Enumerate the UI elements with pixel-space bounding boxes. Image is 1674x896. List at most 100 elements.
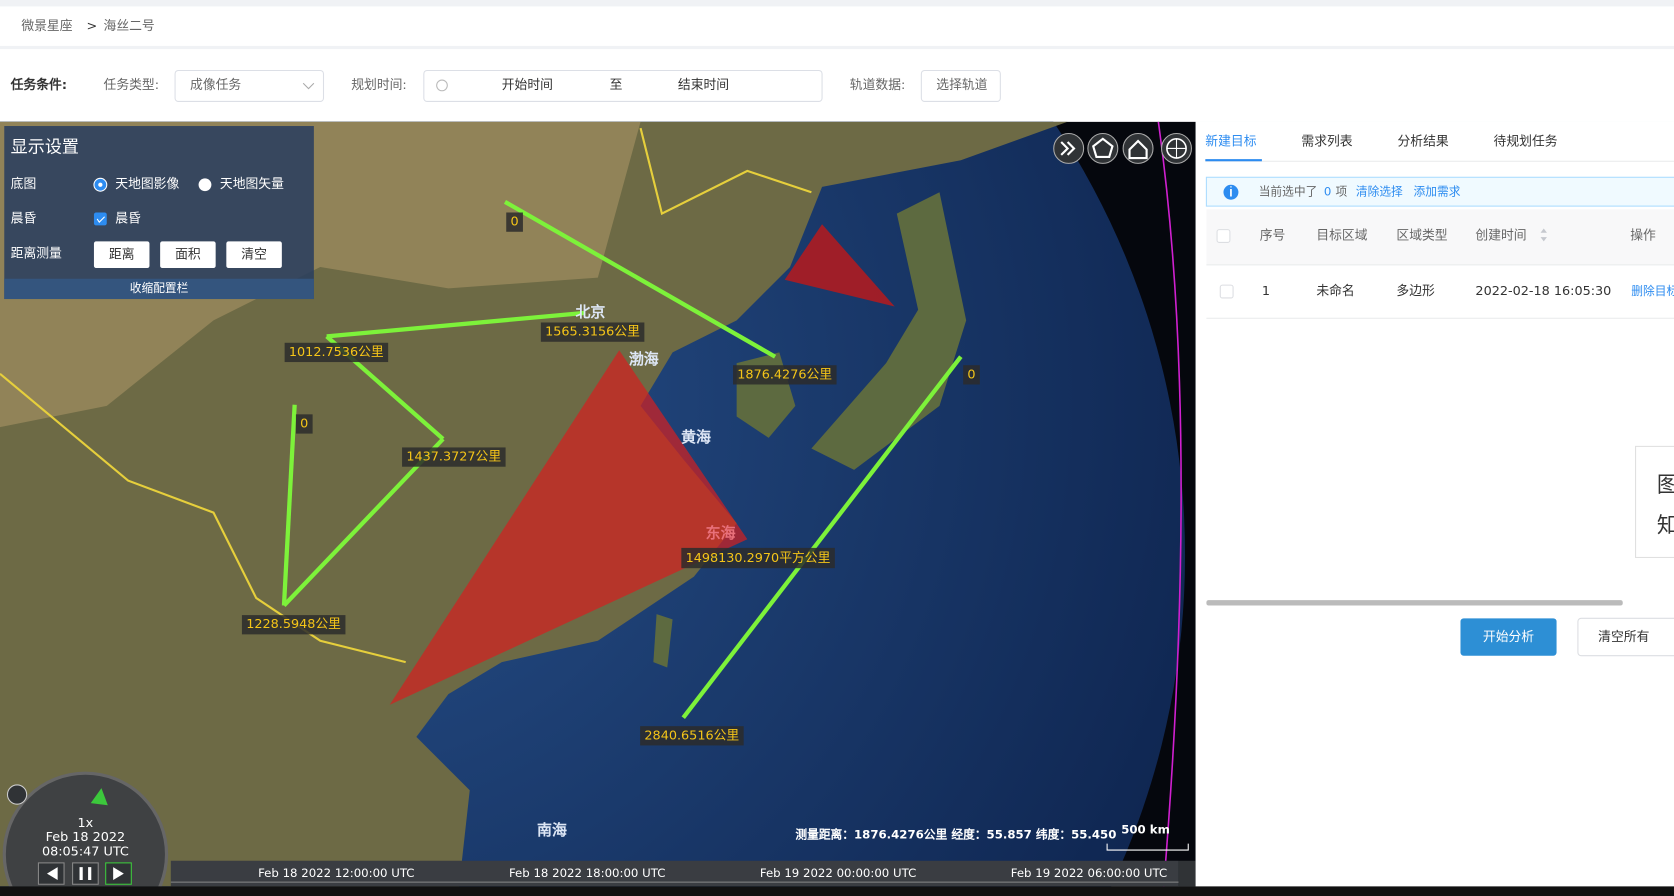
field-label: 任务类型: — [104, 77, 159, 93]
place-name: 黄海 — [681, 428, 711, 446]
checkbox[interactable] — [1216, 229, 1231, 243]
tab[interactable]: 待规划任务 — [1494, 134, 1558, 150]
info-text: 项 — [1336, 185, 1348, 199]
checkbox[interactable] — [1219, 284, 1234, 299]
button[interactable] — [93, 241, 150, 269]
breadcrumb-bar — [0, 6, 1674, 46]
border — [0, 372, 406, 664]
fullscreen-button[interactable] — [1178, 860, 1196, 887]
measure-line — [326, 310, 586, 339]
cell-clip: 删除目标 — [1631, 284, 1674, 298]
info-bar — [1205, 176, 1674, 207]
orbit-line — [1157, 121, 1182, 887]
placeholder: 结束时间 — [678, 78, 729, 93]
range-separator: 至 — [610, 78, 623, 93]
field-label: 规划时间: — [351, 78, 406, 93]
tab[interactable]: 需求列表 — [1301, 135, 1352, 150]
column-header: 序号 — [1260, 229, 1286, 244]
info-count: 0 — [1324, 185, 1331, 199]
button[interactable] — [160, 241, 216, 269]
icon — [1166, 138, 1187, 159]
label-background — [295, 414, 313, 434]
cell: 多边形 — [1396, 284, 1435, 299]
measure-label: 1876.4276公里 — [737, 367, 832, 382]
place-name: 北京 — [575, 303, 605, 321]
button-label: 选择轨道 — [936, 78, 987, 93]
label-background — [241, 615, 346, 635]
setting-label: 晨昏 — [11, 211, 37, 226]
tab-indicator — [1205, 159, 1262, 162]
scale-bar — [1106, 843, 1189, 851]
clock-time: 08:05:47 UTC — [42, 845, 129, 860]
icon — [79, 867, 92, 880]
measure-label: 1228.5948公里 — [246, 617, 341, 632]
panel-title: 显示设置 — [11, 137, 79, 157]
collapse-bar[interactable] — [4, 278, 314, 300]
select[interactable] — [174, 69, 325, 102]
measure-label: 0 — [300, 416, 308, 431]
tab[interactable]: 分析结果 — [1397, 135, 1448, 150]
button[interactable] — [920, 69, 1001, 102]
place-name: 南海 — [537, 821, 567, 839]
clock-needle — [90, 788, 108, 806]
label-background — [963, 365, 980, 385]
land — [653, 614, 673, 668]
scrollbar[interactable] — [1206, 600, 1623, 606]
icon — [1060, 141, 1076, 156]
row-divider — [1206, 264, 1674, 319]
date-range[interactable] — [423, 69, 823, 102]
filter-label: 任务条件: — [10, 77, 67, 93]
link[interactable]: 清除选择 — [1356, 185, 1403, 199]
cell: 1 — [1262, 284, 1270, 299]
measure-label: 2840.6516公里 — [644, 728, 739, 743]
clock-date: Feb 18 2022 — [46, 830, 126, 845]
measure-label: 1437.3727公里 — [406, 450, 501, 465]
area-polygon — [784, 224, 895, 307]
button[interactable] — [226, 241, 282, 269]
button-label: 清空所有 — [1598, 630, 1649, 645]
breadcrumb-item: 海丝二号 — [104, 19, 155, 34]
timeline-label: Feb 18 2022 18:00:00 UTC — [509, 866, 665, 880]
button-label: 面积 — [175, 248, 201, 263]
primary-button[interactable] — [1460, 618, 1557, 656]
radio-label: 天地图影像 — [115, 177, 179, 192]
timeline-label: Feb 18 2022 12:00:00 UTC — [258, 866, 414, 880]
sort-icon[interactable] — [1540, 228, 1547, 242]
measure-line — [681, 355, 963, 719]
check — [96, 216, 106, 223]
field-label: 轨道数据: — [850, 78, 905, 93]
radio-dot — [98, 182, 103, 187]
chevron — [302, 82, 315, 90]
label-background — [402, 447, 506, 467]
timeline-label: Feb 19 2022 00:00:00 UTC — [760, 866, 916, 880]
popup-text: 知 — [1657, 513, 1674, 538]
clock-speed: 1x — [78, 816, 94, 831]
label-background — [506, 212, 523, 232]
border — [639, 127, 812, 216]
measure-labels: 0 1012.7536公里 1565.3156公里 1876.4276公里 0 … — [241, 212, 980, 746]
measure-label: 1012.7536公里 — [289, 345, 384, 360]
link[interactable]: 添加需求 — [1414, 185, 1461, 199]
checkbox[interactable] — [93, 212, 107, 226]
setting-label: 底图 — [11, 176, 37, 192]
column-header[interactable]: 创建时间 — [1475, 229, 1526, 244]
radio[interactable] — [198, 178, 212, 192]
icon — [46, 867, 58, 880]
collapse-label: 收缩配置栏 — [130, 281, 189, 295]
breadcrumb-item[interactable]: 微景星座 — [21, 19, 72, 34]
delete-link[interactable]: 删除目标 — [1631, 284, 1674, 298]
select-value: 成像任务 — [190, 77, 241, 93]
clock-button[interactable] — [6, 784, 28, 805]
column-header: 操作 — [1630, 228, 1656, 244]
placeholder: 开始时间 — [502, 78, 553, 93]
table-header — [1206, 209, 1674, 265]
popup — [1635, 445, 1674, 558]
pause[interactable] — [72, 862, 99, 885]
scale-label: 500 km — [1121, 822, 1170, 836]
button[interactable] — [1577, 617, 1674, 657]
map[interactable]: 北京 渤海 黄海 东海 南海 0 1012.7536公里 1565.3156公里… — [0, 0, 1196, 896]
tab[interactable]: 新建目标 — [1205, 134, 1256, 150]
clock-widget — [2, 771, 169, 887]
status-text: 测量距离：1876.4276公里 经度：55.857 纬度：55.450 — [795, 828, 1116, 842]
